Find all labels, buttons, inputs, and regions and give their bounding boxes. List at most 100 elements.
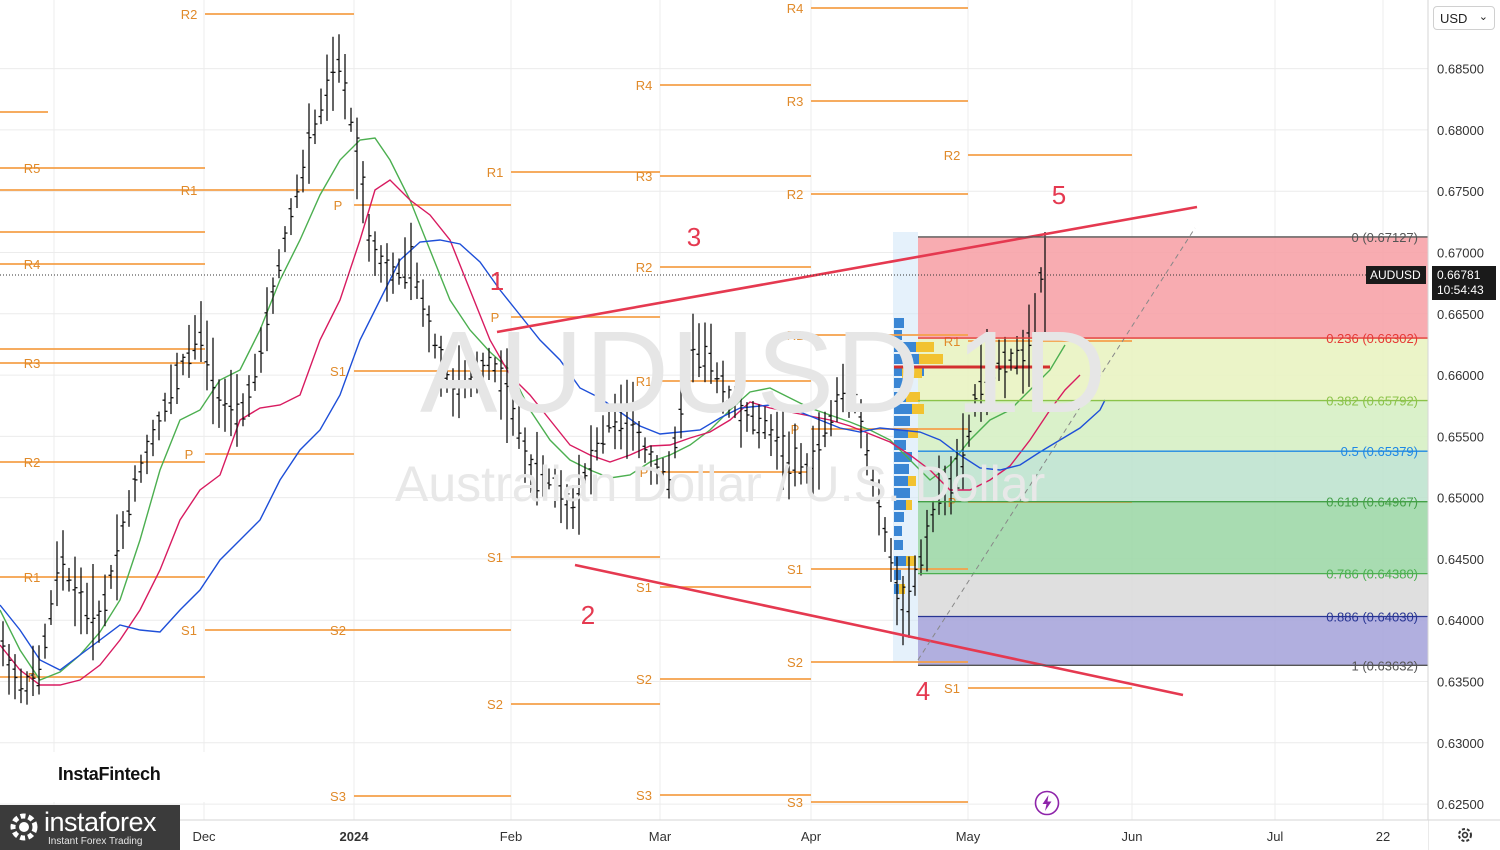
price-axis[interactable]: 0.68500 0.68000 0.67500 0.67000 0.66500 0.660…: [1427, 0, 1500, 850]
fib-zone: [918, 501, 1428, 574]
vp-bar: [908, 428, 918, 438]
pivot-label: R2: [181, 7, 198, 22]
pivot-label: R3: [24, 356, 41, 371]
pivot-label: R2: [24, 455, 41, 470]
time-tick-label: Dec: [192, 829, 216, 844]
pivot-label: S1: [787, 562, 803, 577]
pivot-label: R1: [24, 570, 41, 585]
price-axis-bg: [1428, 0, 1500, 850]
fib-zone: [918, 338, 1428, 401]
vp-bar: [894, 416, 910, 426]
lower-trendline: [574, 563, 1184, 697]
volume-profile: [894, 318, 1050, 594]
candles: [0, 34, 1046, 705]
vp-bar: [899, 584, 905, 594]
vp-bar: [894, 464, 909, 474]
vp-bar: [894, 378, 908, 388]
symbol-watermark: AUDUSD 1D: [420, 307, 1109, 437]
time-tick-label: 2024: [340, 829, 370, 844]
ma-fast-line: [0, 137, 1066, 681]
symbol-name-watermark: Australian Dollar / U.S. Dollar: [395, 456, 1046, 512]
vp-bar: [919, 354, 943, 364]
price-tick-label: 0.67500: [1437, 184, 1484, 199]
vp-bar: [894, 428, 908, 438]
fib-zone: [918, 451, 1428, 502]
pivot-label: S3: [787, 795, 803, 810]
time-axis-bg: [0, 820, 1428, 850]
pivot-label: P: [334, 198, 343, 213]
price-tick-label: 0.65500: [1437, 429, 1484, 444]
pivot-label: P: [28, 670, 37, 685]
pivot-label: P: [491, 310, 500, 325]
brand-badge: InstaFintech: [48, 752, 208, 802]
pivot-label: S1: [636, 580, 652, 595]
vp-bar: [894, 404, 912, 414]
pivot-label: S1: [181, 623, 197, 638]
fib-zone: [918, 400, 1428, 452]
vp-bar: [906, 556, 916, 566]
vp-bar: [908, 476, 916, 486]
wave-label: 4: [916, 676, 930, 706]
gear-logo-icon: [10, 813, 38, 841]
price-tick-label: 0.68000: [1437, 123, 1484, 138]
pivot-label: S1: [330, 364, 346, 379]
pivot-label: R4: [787, 1, 804, 16]
moving-averages: [0, 137, 1106, 686]
price-tick-label: 0.63000: [1437, 736, 1484, 751]
price-tick-label: 0.65000: [1437, 491, 1484, 506]
last-price: 0.66781: [1437, 268, 1481, 282]
upper-trendline: [496, 205, 1198, 334]
fibonacci-lines: 0 (0.67127) 0.236 (0.66302) 0.382 (0.65792…: [918, 230, 1428, 673]
fib-level-label: 0.786 (0.64380): [1326, 567, 1418, 582]
pivot-label: S1: [944, 681, 960, 696]
pivot-label: S3: [330, 789, 346, 804]
pivot-label: S3: [636, 788, 652, 803]
pivot-label: R3: [787, 94, 804, 109]
pivot-label: R1: [787, 328, 804, 343]
instaforex-logo: instaforex Instant Forex Trading: [0, 805, 180, 850]
lightning-icon[interactable]: [1034, 790, 1060, 816]
pivot-levels: R5 R4 R3 R2 R1 P R2 R1 P S1 P S1 S2 S3 R1 P S1 S2 R4 R3 R2 R1…: [0, 1, 1132, 810]
currency-select-value: USD: [1440, 11, 1468, 26]
fib-zone: [918, 236, 1428, 339]
last-price-box: 0.66781 10:54:43: [1432, 266, 1496, 300]
vp-bar: [894, 526, 902, 536]
settings-gear-icon[interactable]: [1456, 826, 1474, 844]
time-axis[interactable]: Dec 2024 Feb Mar Apr May Jun Jul 22: [0, 819, 1500, 850]
vp-bar: [906, 392, 920, 402]
currency-select[interactable]: USD ⌄: [1433, 6, 1495, 30]
pivot-label: S2: [787, 655, 803, 670]
bar-countdown: 10:54:43: [1437, 283, 1484, 297]
pivot-label: S2: [330, 623, 346, 638]
trendlines: [0, 205, 1428, 697]
vp-bar: [894, 354, 919, 364]
fibonacci-zones: [893, 232, 1428, 666]
fib-diagonal: [917, 227, 1196, 661]
vp-bar: [916, 342, 934, 352]
pivot-label: P: [948, 495, 957, 510]
price-tick-label: 0.63500: [1437, 674, 1484, 689]
pivot-label: S1: [487, 550, 503, 565]
vp-bar: [912, 404, 924, 414]
wave-label: 3: [687, 222, 701, 252]
pivot-label: P: [185, 447, 194, 462]
fib-level-label: 1 (0.63632): [1352, 658, 1419, 673]
price-tick-label: 0.66500: [1437, 307, 1484, 322]
time-tick-label: 22: [1376, 829, 1390, 844]
pivot-label: R2: [636, 260, 653, 275]
price-tick-label: 0.68500: [1437, 62, 1484, 77]
price-tick-label: 0.62500: [1437, 797, 1484, 812]
fib-level-label: 0.236 (0.66302): [1326, 331, 1418, 346]
fib-level-label: 0.618 (0.64967): [1326, 495, 1418, 510]
fib-level-label: 0.382 (0.65792): [1326, 394, 1418, 409]
vp-bar: [894, 440, 906, 450]
vp-bar: [894, 488, 910, 498]
pivot-label: R2: [944, 148, 961, 163]
time-tick-label: May: [956, 829, 981, 844]
price-tick-label: 0.64000: [1437, 613, 1484, 628]
fib-zone: [918, 573, 1428, 617]
fib-level-label: 0.886 (0.64030): [1326, 610, 1418, 625]
fib-level-label: 0 (0.67127): [1352, 230, 1419, 245]
pivot-label: R1: [181, 183, 198, 198]
